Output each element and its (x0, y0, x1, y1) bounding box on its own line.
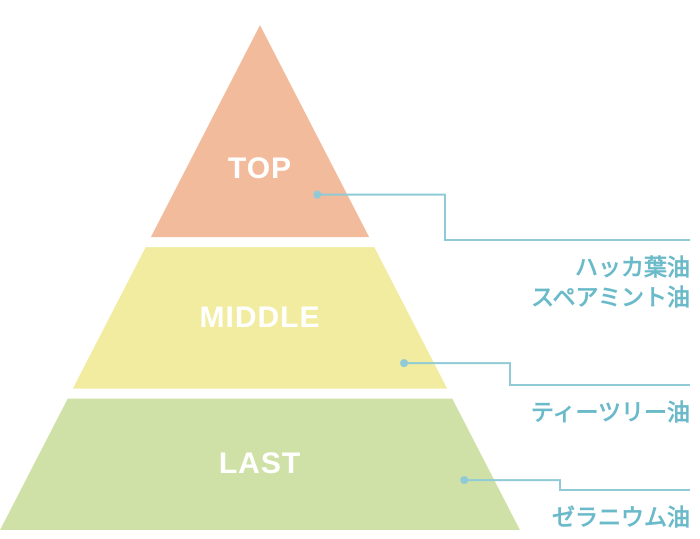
section-label-top: TOP (228, 152, 292, 186)
pyramid-section-top (151, 25, 369, 237)
callout-line-top-callout (317, 195, 690, 240)
section-label-last: LAST (219, 447, 301, 481)
callout-text-middle-callout-0: ティーツリー油 (531, 393, 690, 427)
pyramid-infographic: TOP MIDDLE LAST ハッカ葉油スペアミント油ティーツリー油ゼラニウム油 (0, 0, 700, 539)
callout-dot-top-callout (313, 191, 321, 199)
section-label-middle: MIDDLE (200, 301, 321, 335)
callout-text-top-callout-1: スペアミント油 (531, 278, 690, 312)
callout-dot-middle-callout (400, 359, 408, 367)
callout-text-top-callout-0: ハッカ葉油 (575, 248, 690, 282)
callout-line-middle-callout (404, 363, 690, 385)
callout-dot-last-callout (460, 476, 468, 484)
callout-text-last-callout-0: ゼラニウム油 (552, 498, 690, 532)
